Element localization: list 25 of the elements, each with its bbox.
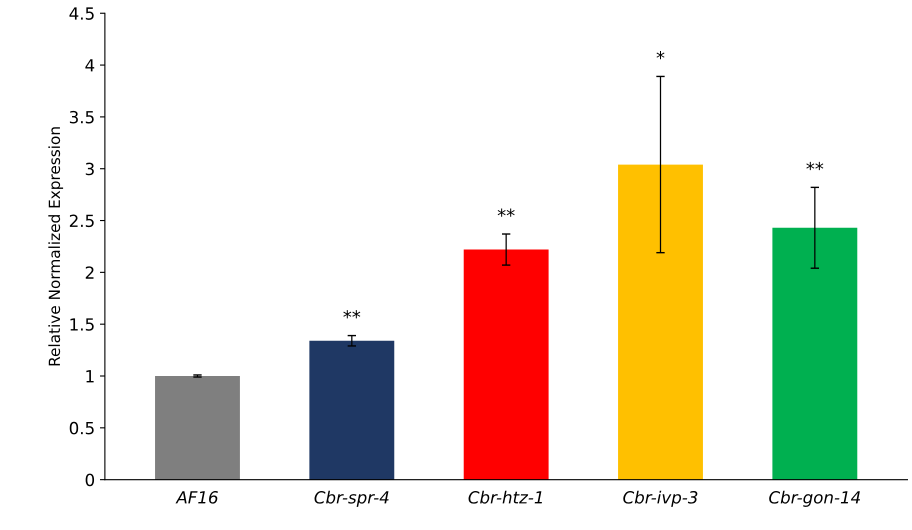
y-tick-label: 3	[86, 162, 94, 176]
annotation: **	[806, 162, 824, 170]
x-tick-label: Cbr-spr-4	[314, 490, 389, 507]
x-tick-label: Cbr-ivp-3	[623, 490, 698, 507]
bar	[618, 164, 703, 480]
x-tick-label: AF16	[175, 491, 218, 504]
bar	[155, 376, 240, 480]
bar	[464, 250, 549, 480]
bar	[772, 228, 858, 480]
y-tick-label: 1	[86, 370, 94, 382]
annotation: **	[343, 310, 360, 318]
y-tick-label: 0	[86, 474, 94, 486]
bar	[309, 340, 394, 480]
y-tick-label: 4	[85, 59, 94, 72]
y-tick-label: 0.5	[70, 422, 94, 434]
x-tick-label: Cbr-gon-14	[769, 490, 860, 507]
y-tick-label: 1.5	[70, 318, 94, 331]
y-tick-label: 2	[86, 266, 94, 279]
annotation: **	[498, 208, 515, 217]
y-tick-label: 3.5	[70, 110, 94, 124]
x-tick-label: Cbr-htz-1	[468, 490, 542, 504]
y-axis-title: Relative Normalized Expression	[48, 127, 64, 366]
y-tick-label: 4.5	[69, 7, 94, 20]
y-tick-label: 2.5	[70, 214, 94, 228]
annotation: *	[656, 50, 664, 60]
